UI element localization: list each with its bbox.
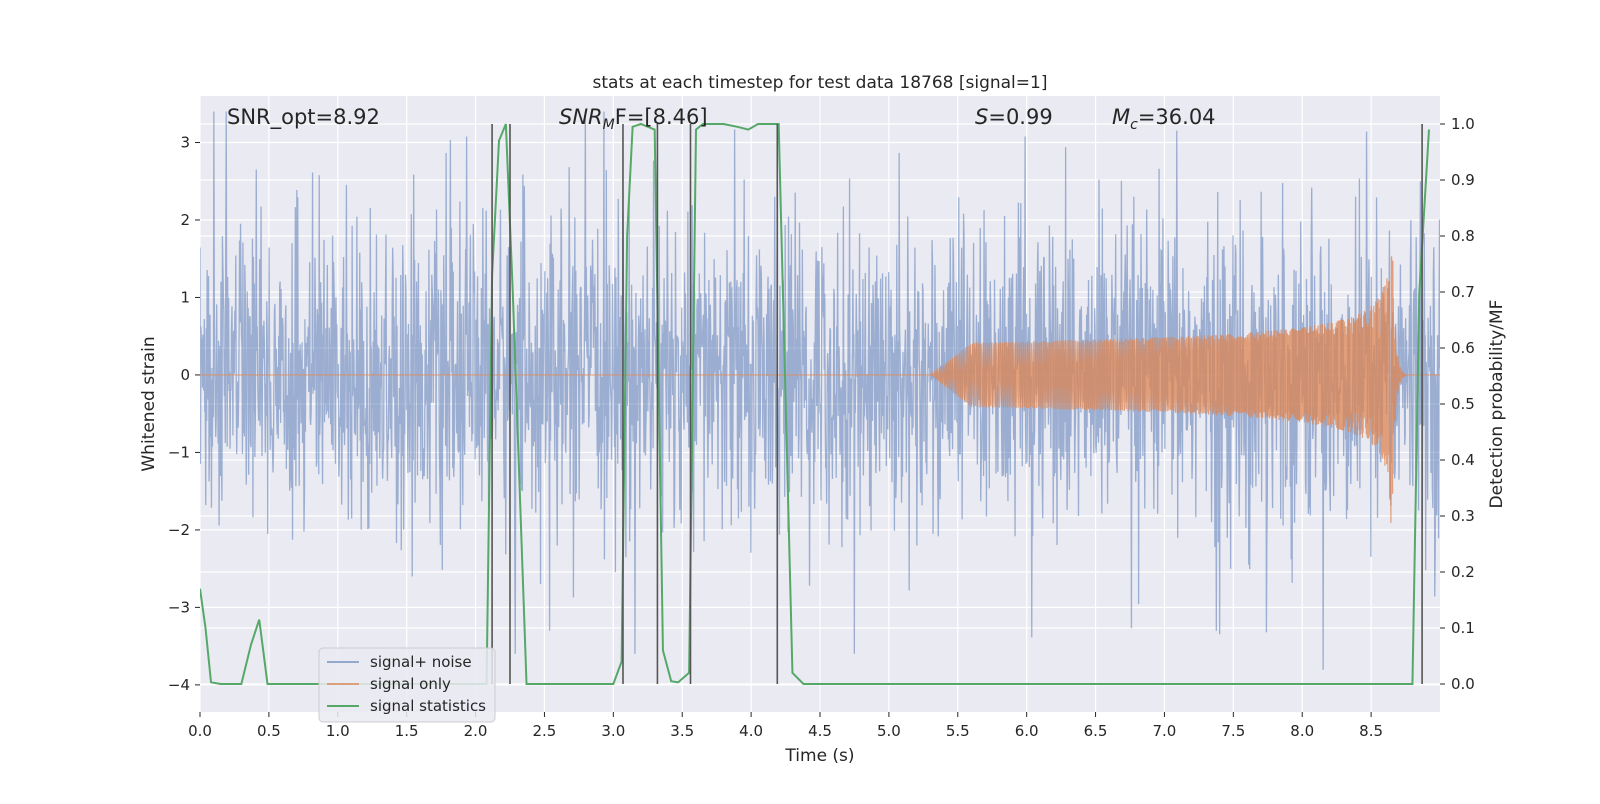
legend-label-signal-noise: signal+ noise [370, 653, 472, 671]
annotation-mc: Mc=36.04 [1112, 105, 1216, 133]
y-tick-label: 3 [180, 133, 190, 151]
legend-label-signal-only: signal only [370, 675, 451, 693]
chart-title: stats at each timestep for test data 187… [593, 73, 1048, 93]
snr-mf-main: SNR [559, 105, 603, 129]
x-tick-label: 6.0 [1015, 722, 1039, 740]
s-main: S [975, 105, 988, 129]
y-tick-label: −2 [168, 521, 190, 539]
y2-tick-label: 0.2 [1451, 563, 1475, 581]
y2-axis-ticks: 1.0 0.9 0.8 0.7 0.6 0.5 0.4 0.3 0.2 0.1 0.0 [1440, 115, 1475, 693]
s-rest: =0.99 [988, 105, 1052, 129]
x-tick-label: 7.5 [1221, 722, 1245, 740]
annotation-snr-opt: SNR_opt=8.92 [227, 105, 380, 130]
x-tick-label: 5.0 [877, 722, 901, 740]
x-tick-label: 2.5 [533, 722, 557, 740]
vertical-lines [491, 124, 1423, 684]
x-tick-label: 3.5 [670, 722, 694, 740]
mc-rest: =36.04 [1138, 105, 1216, 129]
y2-tick-label: 0.0 [1451, 675, 1475, 693]
mc-main: M [1112, 105, 1130, 129]
y-tick-label: −3 [168, 598, 190, 616]
x-tick-label: 4.5 [808, 722, 832, 740]
x-tick-label: 6.5 [1084, 722, 1108, 740]
x-tick-label: 3.0 [601, 722, 625, 740]
series-signal-statistics [200, 122, 1430, 685]
x-axis-label: Time (s) [784, 746, 854, 766]
x-tick-label: 1.5 [395, 722, 419, 740]
x-tick-label: 1.0 [326, 722, 350, 740]
y2-tick-label: 0.1 [1451, 619, 1475, 637]
legend: signal+ noise signal only signal statist… [318, 647, 496, 723]
y2-tick-label: 0.9 [1451, 171, 1475, 189]
series-signal-only [200, 256, 1440, 523]
x-tick-label: 0.5 [257, 722, 281, 740]
y-tick-label: −4 [168, 676, 190, 694]
y2-tick-label: 0.5 [1451, 395, 1475, 413]
legend-label-signal-statistics: signal statistics [370, 697, 486, 715]
y2-tick-label: 0.8 [1451, 227, 1475, 245]
y2-tick-label: 0.6 [1451, 339, 1475, 357]
x-tick-label: 4.0 [739, 722, 763, 740]
x-tick-label: 2.0 [464, 722, 488, 740]
snr-mf-subscript: M [603, 117, 615, 133]
x-tick-label: 8.0 [1290, 722, 1314, 740]
y-tick-label: 2 [180, 211, 190, 229]
y2-tick-label: 0.4 [1451, 451, 1475, 469]
y-tick-label: 0 [180, 366, 190, 384]
x-tick-label: 8.5 [1359, 722, 1383, 740]
legend-box [318, 647, 496, 723]
annotation-s: S=0.99 [975, 105, 1053, 129]
annotation-snr-mf: SNRMF=[8.46] [559, 105, 708, 133]
x-tick-label: 5.5 [946, 722, 970, 740]
series-layer [200, 111, 1440, 685]
y-axis-ticks: 3 2 1 0 −1 −2 −3 −4 [168, 133, 200, 694]
x-tick-label: 7.0 [1153, 722, 1177, 740]
y-tick-label: 1 [180, 288, 190, 306]
snr-mf-rest: F=[8.46] [615, 105, 708, 129]
y-axis-label: Whitened strain [139, 336, 159, 471]
x-tick-label: 0.0 [188, 722, 212, 740]
y-tick-label: −1 [168, 443, 190, 461]
y2-tick-label: 1.0 [1451, 115, 1475, 133]
mc-subscript: c [1130, 117, 1138, 133]
y2-tick-label: 0.7 [1451, 283, 1475, 301]
x-axis-ticks: 0.0 0.5 1.0 1.5 2.0 2.5 3.0 3.5 4.0 4.5 5.0 5.5 6.0 6… [188, 712, 1383, 740]
y2-tick-label: 0.3 [1451, 507, 1475, 525]
y2-axis-label: Detection probability/MF [1487, 300, 1507, 509]
